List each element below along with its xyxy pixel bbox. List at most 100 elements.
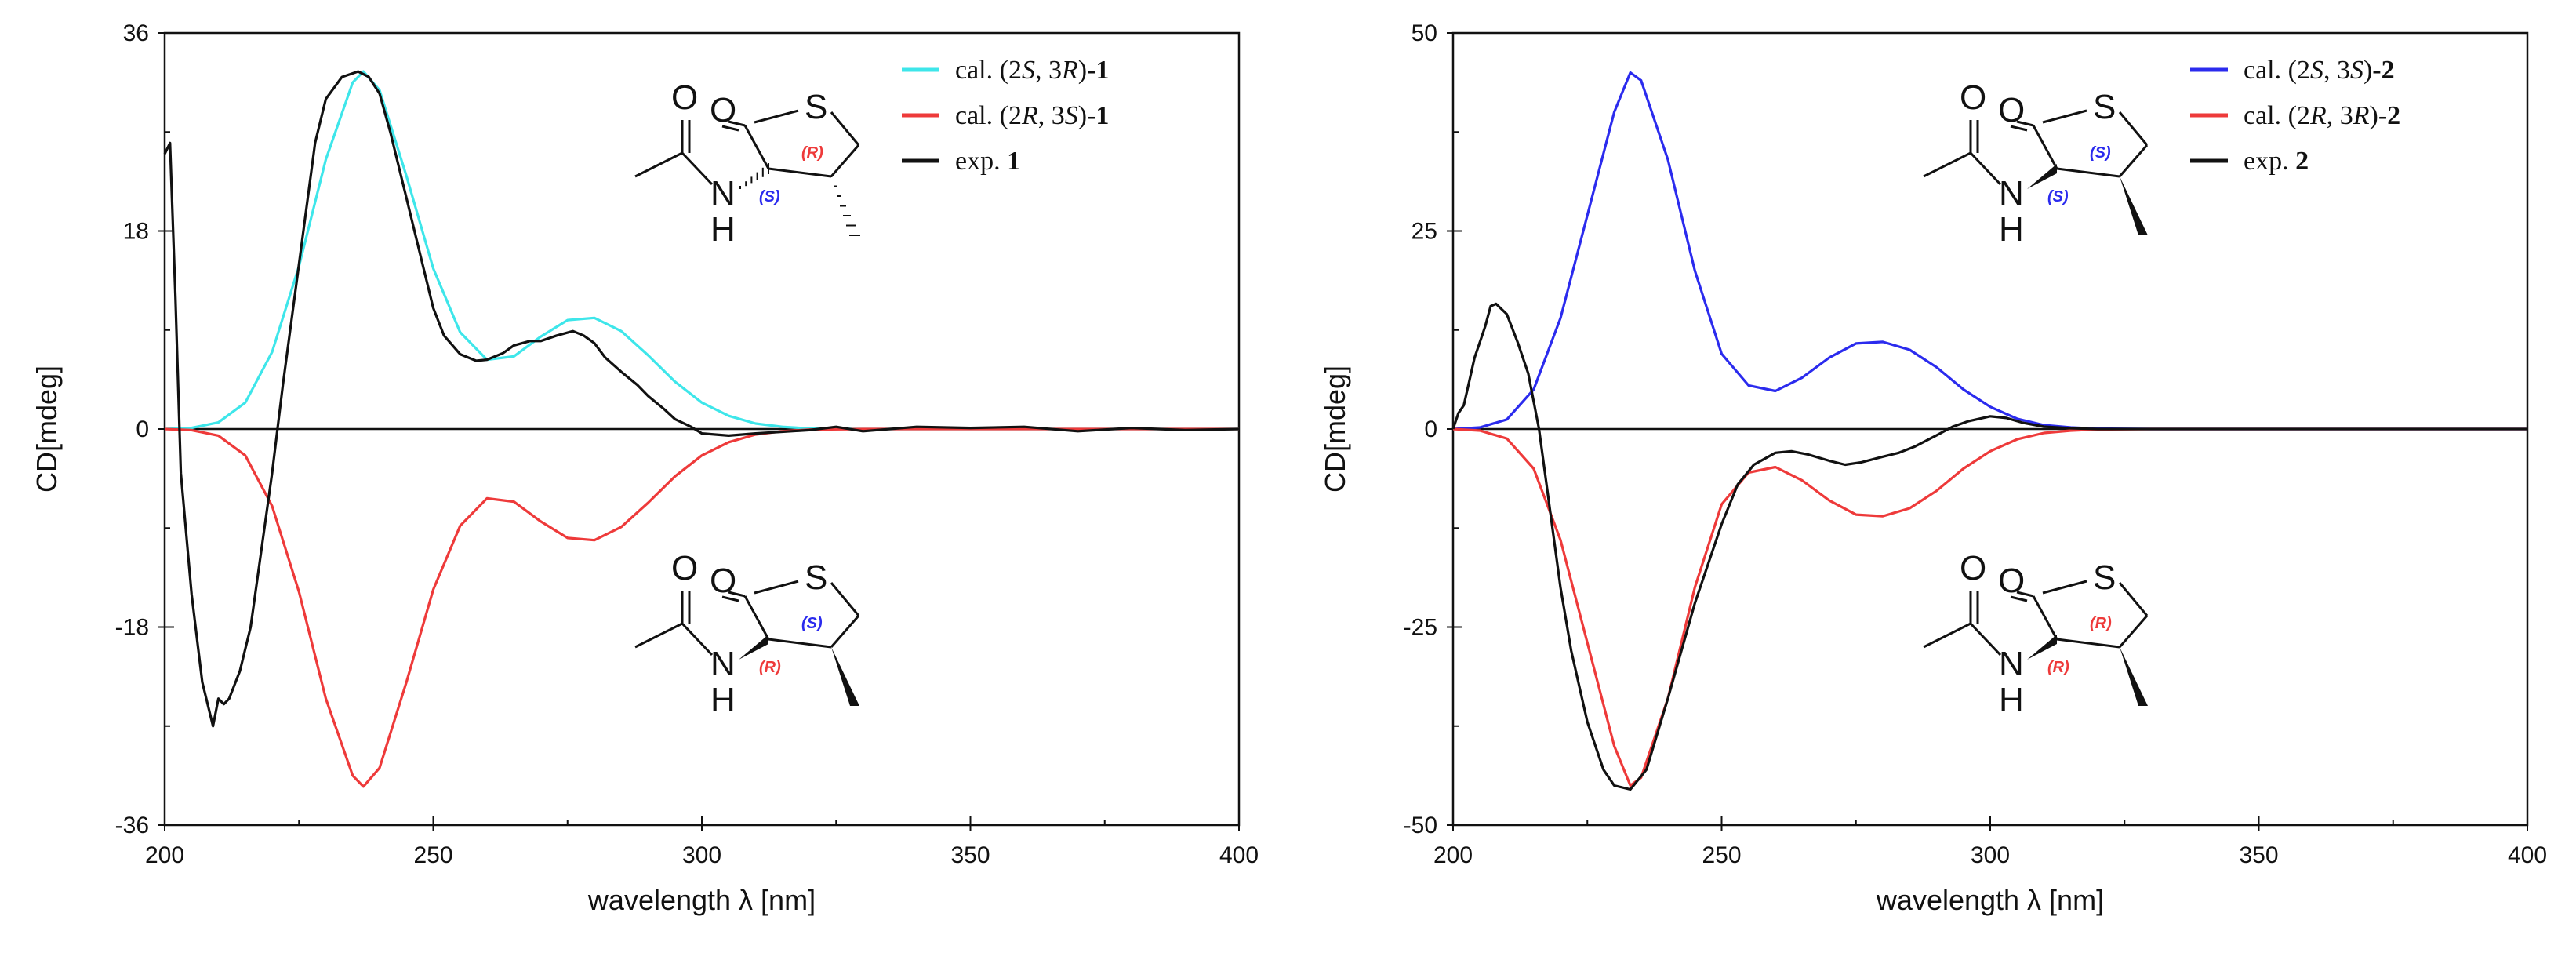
structure-top-bond-c1-o	[2016, 120, 2034, 127]
legend-label-part: 2	[2295, 147, 2309, 176]
structure-bottom-bond-c1-o	[728, 591, 746, 598]
legend-label-part: S	[2310, 56, 2323, 85]
structure-top-bond-ca-n	[1969, 151, 2002, 186]
legend-label-part: , 3	[2323, 56, 2350, 85]
y-tick-label: -36	[115, 813, 149, 838]
structure-bottom-stereo-c3: (S)	[801, 615, 823, 632]
structure-bottom-wedge-n-c2	[2027, 635, 2057, 660]
legend-label-part: , 3	[1038, 101, 1065, 130]
legend-label-0: cal. (2S, 3S)-2	[2244, 56, 2395, 85]
series-line-0	[164, 70, 1239, 431]
x-tick-label: 350	[2239, 842, 2278, 868]
x-tick-label: 300	[682, 842, 721, 868]
structure-top-atom-o-ring: O	[710, 91, 736, 129]
structure-bottom-atom-o-ring: O	[1998, 562, 2025, 600]
structure-bottom-bond-c5-c3	[830, 615, 860, 648]
x-tick-label: 400	[1219, 842, 1259, 868]
legend-label-part: cal. (2	[2244, 56, 2310, 85]
series-line-1	[164, 427, 1239, 788]
y-tick-label: 18	[123, 219, 149, 245]
x-tick-label: 350	[950, 842, 990, 868]
structure-top-atom-h: H	[1999, 210, 2024, 249]
structure-bottom-atom-n: N	[710, 645, 736, 683]
series-line-1	[1452, 427, 2527, 787]
legend-label-part: R	[1021, 101, 1038, 130]
structure-top-bond-c1-o-double	[721, 125, 739, 132]
legend-label-part: R	[2309, 101, 2327, 130]
legend-label-part: exp.	[955, 147, 1007, 176]
structure-bottom-bond-c1-s	[754, 580, 799, 595]
structure-top: O S O NH (S) (S)	[1923, 78, 2149, 249]
y-tick-label: 36	[123, 20, 149, 46]
structure-top-bond-c3-c2	[768, 167, 832, 178]
legend-label-part: 1	[1095, 56, 1109, 85]
structure-bottom: O S O NH (R) (R)	[1923, 549, 2149, 719]
y-axis-label: CD[mdeg]	[31, 365, 63, 493]
structure-bottom-stereo-c2: (R)	[2047, 659, 2069, 676]
y-tick-label: -50	[1404, 813, 1437, 838]
structure-bottom-bond-ca-n	[1969, 622, 2002, 656]
structure-top-bond-c1-s	[2042, 109, 2087, 124]
structure-bottom-stereo-c3: (R)	[2090, 615, 2112, 632]
structure-bottom-bond-c3-c2	[2056, 638, 2120, 649]
structure-top-atom-n: N	[710, 174, 736, 213]
structure-bottom-wedge-methyl	[831, 647, 859, 706]
structure-top-bond-ca-ch3	[634, 151, 683, 178]
legend-label-part: S	[2350, 56, 2363, 85]
structure-bottom-atom-h: H	[1999, 681, 2024, 719]
cd-chart-1-svg: 36 18 0 -18 -36 200 250 300 350 400 wavelength λ […	[31, 20, 1259, 916]
legend-label-part: R	[2353, 101, 2370, 130]
structure-bottom-bond-c1-o-double	[721, 595, 739, 602]
x-tick-label: 300	[1971, 842, 2010, 868]
structure-bottom-bond-ca-ch3	[1923, 622, 1971, 649]
legend-label-part: , 3	[1035, 56, 1062, 85]
structure-top-bond-c5-c3	[2118, 144, 2149, 177]
structure-top-bond-c1-o-double	[2010, 125, 2028, 132]
structure-top-atom-h: H	[710, 210, 736, 249]
structure-top-atom-o-ring: O	[1998, 91, 2025, 129]
legend-label-part: 1	[1095, 101, 1109, 130]
structure-bottom-bond-s-c5	[830, 582, 860, 616]
structure-top-bond-c1-s	[754, 109, 799, 124]
x-axis-label: wavelength λ [nm]	[587, 884, 816, 916]
structure-top-atom-o-amide: O	[1960, 78, 1986, 117]
structure-bottom-bond-c1-o	[2016, 591, 2034, 598]
structure-bottom-atom-h: H	[710, 681, 736, 719]
structure-bottom-atom-s: S	[2093, 558, 2116, 597]
structure-top-stereo-c3: (S)	[2090, 144, 2111, 162]
structure-bottom-atom-n: N	[1999, 645, 2024, 683]
structure-bottom-bond-s-c5	[2118, 582, 2149, 616]
structure-bottom-bond-c5-c3	[2118, 615, 2149, 648]
x-tick-label: 250	[413, 842, 452, 868]
y-tick-label: 25	[1412, 219, 1437, 245]
structure-bottom-atom-s: S	[805, 558, 827, 597]
structure-top-atom-n: N	[1999, 174, 2024, 213]
legend-label-part: R	[1061, 56, 1078, 85]
y-tick-label: 50	[1412, 20, 1437, 46]
legend-label-part: )-	[1078, 101, 1096, 130]
structure-top-stereo-c2: (S)	[2047, 188, 2069, 205]
structure-bottom-bond-ca-ch3	[634, 622, 683, 649]
structure-bottom: O S O NH (R) (S)	[634, 549, 860, 719]
structure-bottom-atom-o-amide: O	[1960, 549, 1986, 587]
legend-label-part: exp.	[2244, 147, 2295, 176]
structure-top-stereo-c2: (S)	[759, 188, 780, 205]
y-tick-label: 0	[1424, 416, 1437, 442]
structure-bottom-atom-o-ring: O	[710, 562, 736, 600]
structure-top-bond-s-c5	[2118, 111, 2149, 146]
legend-label-1: cal. (2R, 3S)-1	[955, 101, 1109, 130]
legend-label-part: 2	[2382, 56, 2395, 85]
cd-chart-compound-2: 50 25 0 -25 -50 200 250 300 350 400 wavelength λ […	[1288, 0, 2576, 971]
legend-label-part: )-	[1078, 56, 1096, 85]
x-tick-label: 250	[1702, 842, 1741, 868]
x-tick-label: 400	[2508, 842, 2547, 868]
structure-bottom-wedge-n-c2	[739, 635, 768, 660]
series-line-2	[1451, 302, 2527, 791]
legend-label-0: cal. (2S, 3R)-1	[955, 56, 1109, 85]
structure-top-atom-s: S	[2093, 88, 2116, 126]
structure-top-bond-c1-c2	[743, 125, 770, 169]
legend-label-2: exp. 2	[2244, 147, 2309, 176]
x-tick-label: 200	[1433, 842, 1473, 868]
x-tick-label: 200	[145, 842, 184, 868]
